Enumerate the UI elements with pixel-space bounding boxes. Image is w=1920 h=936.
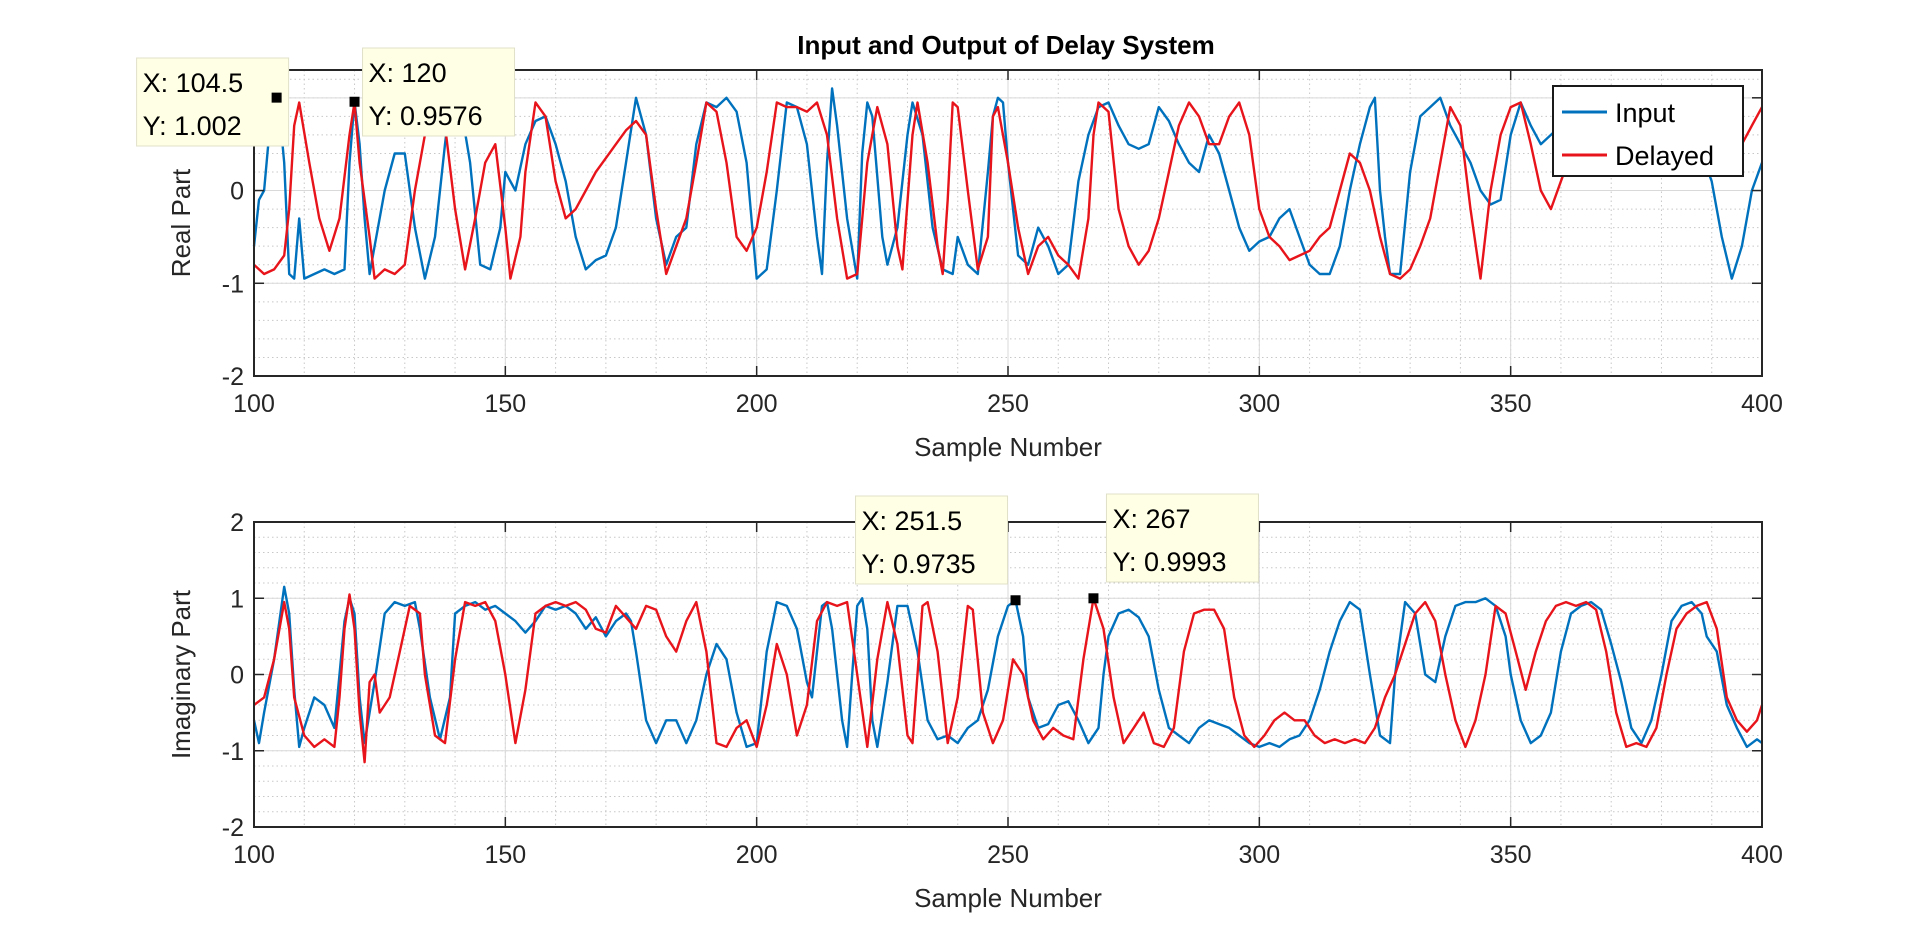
x-tick-label: 300: [1238, 390, 1280, 418]
datatip-box: [1105, 493, 1259, 583]
x-tick-label: 200: [736, 390, 778, 418]
datatip-marker[interactable]: [349, 96, 360, 107]
x-tick-label: 250: [987, 390, 1029, 418]
figure-title: Input and Output of Delay System: [797, 30, 1214, 60]
y-axis-label: Real Part: [166, 168, 196, 277]
datatip[interactable]: X: 267 Y: 0.9993: [1088, 493, 1259, 604]
x-tick-label: 400: [1741, 390, 1783, 418]
datatip-y-text: Y: 1.002: [143, 111, 242, 141]
series-line-delayed[interactable]: [253, 96, 1764, 280]
x-tick-label: 150: [484, 390, 526, 418]
datatip-marker[interactable]: [1088, 593, 1099, 604]
x-tick-label: 350: [1490, 390, 1532, 418]
x-tick-label: 350: [1490, 841, 1532, 869]
datatip-marker[interactable]: [1010, 595, 1021, 606]
datatip-y-text: Y: 0.9576: [369, 101, 483, 131]
y-tick-label: 2: [230, 509, 244, 537]
x-tick-label: 100: [233, 390, 275, 418]
legend-delayed-label: Delayed: [1615, 141, 1714, 171]
y-tick-label: -1: [222, 270, 244, 298]
x-tick-label: 100: [233, 841, 275, 869]
y-tick-label: -2: [222, 814, 244, 842]
legend[interactable]: Input Delayed: [1552, 85, 1744, 177]
datatip-x-text: X: 120: [369, 58, 447, 88]
datatip-box: [855, 495, 1009, 585]
datatip[interactable]: X: 104.5 Y: 1.002: [136, 57, 290, 147]
y-tick-label: 0: [230, 178, 244, 206]
datatip-x-text: X: 251.5: [862, 506, 963, 536]
x-tick-label: 400: [1741, 841, 1783, 869]
datatip[interactable]: X: 120 Y: 0.9576: [349, 47, 516, 137]
x-tick-label: 300: [1238, 841, 1280, 869]
y-tick-label: 0: [230, 662, 244, 690]
datatip[interactable]: X: 251.5 Y: 0.9735: [855, 495, 1021, 606]
datatip-marker[interactable]: [271, 92, 282, 103]
datatip-y-text: Y: 0.9993: [1112, 547, 1226, 577]
x-tick-label: 150: [484, 841, 526, 869]
y-tick-label: 1: [230, 585, 244, 613]
imaginary-part-axes[interactable]: 100 150 200 250 300 350 400 -2 -1 0 1 2 Sample Numbe…: [166, 493, 1783, 913]
series-line-delayed[interactable]: [253, 593, 1764, 764]
x-tick-label: 200: [736, 841, 778, 869]
y-tick-label: -2: [222, 363, 244, 391]
legend-input-label: Input: [1615, 98, 1676, 128]
y-axis-label: Imaginary Part: [166, 589, 196, 759]
datatip-x-text: X: 104.5: [143, 68, 244, 98]
y-tick-label: -1: [222, 738, 244, 766]
datatip-box: [136, 57, 290, 147]
datatip-x-text: X: 267: [1112, 504, 1190, 534]
legend-box: [1552, 85, 1744, 177]
datatip-y-text: Y: 0.9735: [862, 549, 976, 579]
x-tick-label: 250: [987, 841, 1029, 869]
x-axis-label: Sample Number: [914, 432, 1102, 462]
x-axis-label: Sample Number: [914, 883, 1102, 913]
datatip-box: [362, 47, 516, 137]
